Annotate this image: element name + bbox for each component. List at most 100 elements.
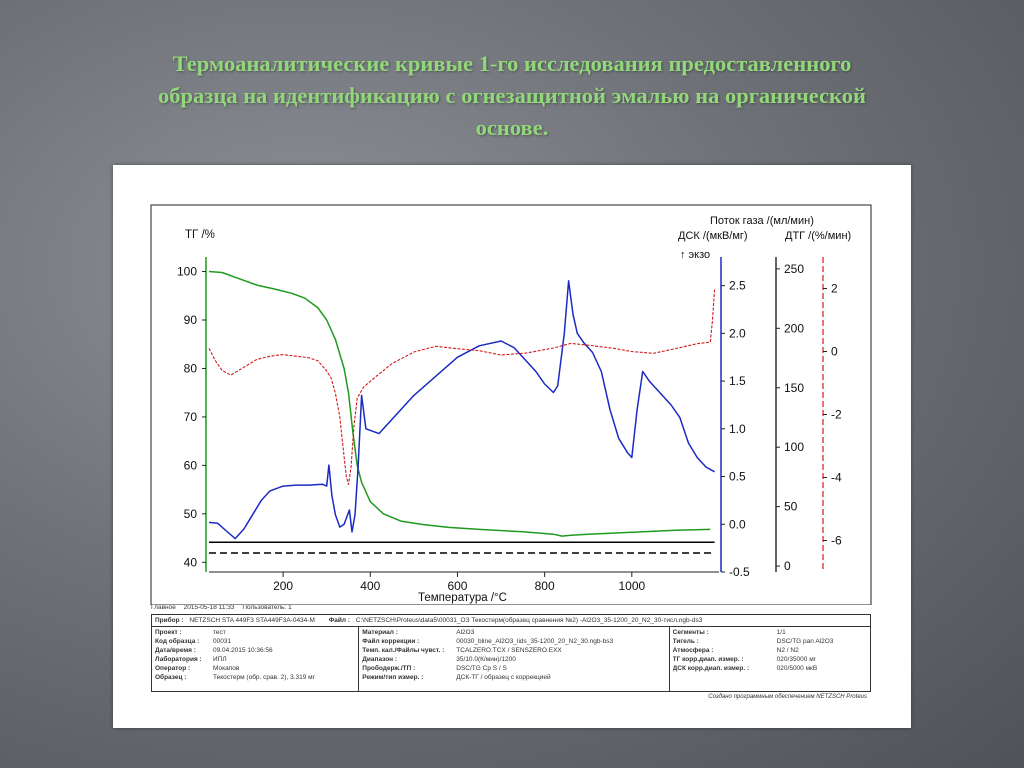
tg-curve xyxy=(208,270,711,537)
dsc-tick-label: 2.5 xyxy=(729,279,746,293)
meta-value: DSC/TG Cp S / S xyxy=(456,665,507,672)
tg-tick-label: 60 xyxy=(184,458,198,472)
meta-value: N2 / N2 xyxy=(776,647,799,654)
x-axis-label: Температура /°C xyxy=(418,592,507,604)
dtg-tick-label: 0 xyxy=(831,345,838,359)
meta-value: 00031 xyxy=(213,638,232,645)
meta-key: Код образца : xyxy=(155,638,200,645)
dsc-tick-label: 1.5 xyxy=(729,374,746,388)
meta-row: Дата/время : 09.04.2015 10:36:56 xyxy=(155,646,355,655)
dsc-tick-label: 2.0 xyxy=(729,326,746,340)
meta-header-user: Пользователь: 1 xyxy=(242,604,292,611)
meta-key: Диапазон : xyxy=(362,656,398,663)
measurement-metadata: Главное 2015-05-18 11:33 Пользователь: 1… xyxy=(151,602,871,702)
meta-key: Дата/время : xyxy=(155,647,196,654)
meta-row: Оператор : Мокапов xyxy=(155,664,355,673)
dtg-tick-label: -4 xyxy=(831,471,842,485)
x-tick-label: 200 xyxy=(273,579,293,593)
tg-tick-label: 40 xyxy=(184,555,198,569)
meta-value: 09.04.2015 10:36:56 xyxy=(213,647,273,654)
meta-value: 1/1 xyxy=(776,629,786,636)
tg-tick-label: 70 xyxy=(184,410,198,424)
slide-title-line-3: основе. xyxy=(475,115,549,140)
meta-row: Проект : тест xyxy=(155,628,355,637)
meta-value: Мокапов xyxy=(213,665,240,672)
x-tick-label: 1000 xyxy=(618,579,645,593)
meta-value: тест xyxy=(213,629,226,636)
meta-header: Главное 2015-05-18 11:33 Пользователь: 1 xyxy=(151,602,871,614)
meta-key: Лаборатория : xyxy=(155,656,202,663)
meta-value: 020/35000 мг xyxy=(776,656,817,663)
gas-tick-label: 50 xyxy=(784,500,798,514)
meta-value: ДСК-ТГ / образец с коррекцией xyxy=(456,674,551,681)
meta-key: ТГ корр.диап. измер. : xyxy=(672,656,744,663)
meta-device-value: NETZSCH STA 449F3 STA449F3A-0434-M xyxy=(189,617,315,624)
exo-label: ↑ экзо xyxy=(680,249,710,261)
meta-row: ТГ корр.диап. измер. : 020/35000 мг xyxy=(673,655,867,664)
meta-row: Прободерж./ТП : DSC/TG Cp S / S xyxy=(362,664,665,673)
slide-title-line-2: образца на идентификацию с огнезащитной … xyxy=(158,83,866,108)
meta-row: Тигель : DSC/TG pan Al2O3 xyxy=(673,637,867,646)
meta-row: Лаборатория : ИПЛ xyxy=(155,655,355,664)
meta-key: Оператор : xyxy=(155,665,191,672)
meta-row: Темп. кал./Файлы чувст. : TCALZERO.TCX / … xyxy=(362,646,665,655)
meta-value: DSC/TG pan Al2O3 xyxy=(776,638,834,645)
meta-column-2: Материал : Al2O3 Файл коррекции : 00030_bli… xyxy=(359,627,670,691)
y-axis-label-dtg: ДТГ /(%/мин) xyxy=(785,230,851,242)
meta-row: Файл коррекции : 00030_bline_Al2O3_lids_3… xyxy=(362,637,665,646)
meta-column-1: Проект : тест Код образца :00031 Дата/время… xyxy=(152,627,360,691)
tg-tick-label: 100 xyxy=(177,265,197,279)
tg-tick-label: 50 xyxy=(184,507,198,521)
meta-value: 020/5000 мкВ xyxy=(776,665,818,672)
meta-key: Материал : xyxy=(362,629,398,636)
dsc-tick-label: 0.5 xyxy=(729,470,746,484)
meta-key: Тигель : xyxy=(672,638,699,645)
meta-key: Темп. кал./Файлы чувст. : xyxy=(362,647,445,654)
meta-key: Сегменты : xyxy=(672,629,709,636)
y-axis-label-tg: ТГ /% xyxy=(185,229,215,241)
meta-row: Образец : Текостерм (обр. срав. 2), 3.319… xyxy=(155,673,355,682)
meta-key: Проект : xyxy=(155,629,182,636)
dsc-curve xyxy=(208,280,715,540)
meta-row: Сегменты : 1/1 xyxy=(673,628,867,637)
dtg-tick-label: 2 xyxy=(831,282,838,296)
thermal-analysis-chart: 200 400 600 800 10001009080706050402.52.01.5… xyxy=(150,204,872,605)
meta-key: ДСК корр.диап. измер. : xyxy=(672,665,750,672)
meta-key: Прободерж./ТП : xyxy=(362,665,416,672)
dsc-tick-label: 0.0 xyxy=(729,517,746,531)
gas-tick-label: 250 xyxy=(784,262,804,276)
tg-tick-label: 90 xyxy=(184,313,198,327)
meta-row: Код образца : 00031 xyxy=(155,637,355,646)
gas-tick-label: 0 xyxy=(784,559,791,573)
dtg-tick-label: -2 xyxy=(831,408,842,422)
meta-file-value: C:\NETZSCH\Proteus\data5\00031_ОЗ Текост… xyxy=(355,617,703,624)
meta-row: Атмосфера : N2 / N2 xyxy=(673,646,867,655)
tg-tick-label: 80 xyxy=(184,361,198,375)
x-tick-label: 400 xyxy=(360,579,380,593)
meta-row: Диапазон : 35/10.0(К/мин)/1200 xyxy=(362,655,665,664)
meta-value: 35/10.0(К/мин)/1200 xyxy=(456,656,516,663)
dsc-tick-label: -0.5 xyxy=(729,565,750,579)
dsc-tick-label: 1.0 xyxy=(729,422,746,436)
chart-frame xyxy=(150,204,872,605)
meta-file-label: Файл : xyxy=(328,617,350,624)
slide-title: Термоаналитические кривые 1-го исследова… xyxy=(40,48,984,144)
y-axis-label-dsc: ДСК /(мкВ/мг) xyxy=(678,230,748,242)
meta-value: ИПЛ xyxy=(213,656,227,663)
dtg-tick-label: -6 xyxy=(831,534,842,548)
meta-key: Файл коррекции : xyxy=(362,638,420,645)
meta-value: Текостерм (обр. срав. 2), 3.319 мг xyxy=(213,674,315,681)
meta-header-label: Главное xyxy=(151,604,176,611)
meta-header-date: 2015-05-18 11:33 xyxy=(183,604,235,611)
gas-tick-label: 100 xyxy=(784,440,804,454)
meta-device-row: Прибор : NETZSCH STA 449F3 STA449F3A-043… xyxy=(151,614,871,626)
x-tick-label: 600 xyxy=(447,579,467,593)
meta-key: Режим/тип измер. : xyxy=(362,674,424,681)
slide-title-line-1: Термоаналитические кривые 1-го исследова… xyxy=(172,51,852,76)
meta-row: Режим/тип измер. : ДСК-ТГ / образец с кор… xyxy=(362,673,665,682)
meta-key: Образец : xyxy=(155,674,187,681)
meta-row: ДСК корр.диап. измер. : 020/5000 мкВ xyxy=(673,664,867,673)
meta-column-3: Сегменты : 1/1 Тигель : DSC/TG pan Al2O3 Атм… xyxy=(670,627,870,691)
figure-panel: 200 400 600 800 1000 100 90 80 70 60 50 40 2.5 2.0 1.5… xyxy=(113,165,911,728)
y-axis-label-gas: Поток газа /(мл/мин) xyxy=(710,215,814,227)
